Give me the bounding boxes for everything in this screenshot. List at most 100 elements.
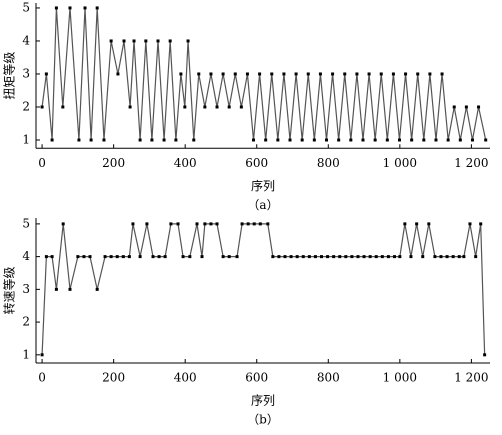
data-point bbox=[331, 72, 335, 76]
data-point bbox=[283, 255, 287, 259]
x-tick-label: 1 000 bbox=[383, 156, 417, 170]
data-point bbox=[380, 255, 384, 259]
data-point bbox=[282, 72, 286, 76]
data-point bbox=[102, 138, 106, 142]
data-point bbox=[44, 255, 48, 259]
data-point bbox=[410, 138, 414, 142]
data-point bbox=[415, 222, 419, 226]
data-point bbox=[295, 255, 299, 259]
data-point bbox=[203, 105, 207, 109]
data-point bbox=[258, 72, 262, 76]
data-point bbox=[350, 255, 354, 259]
data-point bbox=[227, 105, 231, 109]
x-tick-label: 1 000 bbox=[383, 371, 417, 385]
data-point bbox=[192, 138, 196, 142]
data-point bbox=[355, 72, 359, 76]
data-point bbox=[40, 353, 44, 357]
data-point bbox=[200, 255, 204, 259]
data-point bbox=[188, 255, 192, 259]
data-point bbox=[68, 287, 72, 291]
data-point bbox=[349, 138, 353, 142]
data-point bbox=[82, 255, 86, 259]
data-point bbox=[344, 255, 348, 259]
y-axis-label: 扭矩等级 bbox=[3, 52, 17, 100]
data-point bbox=[306, 72, 310, 76]
x-tick-label: 0 bbox=[38, 156, 46, 170]
data-point bbox=[484, 138, 488, 142]
data-point bbox=[61, 105, 65, 109]
data-point bbox=[392, 255, 396, 259]
data-point bbox=[209, 222, 213, 226]
data-point bbox=[227, 255, 231, 259]
data-point bbox=[427, 222, 431, 226]
x-tick-label: 1 200 bbox=[454, 156, 488, 170]
data-point bbox=[156, 39, 160, 43]
data-point bbox=[266, 222, 270, 226]
x-tick-label: 200 bbox=[102, 371, 125, 385]
data-point bbox=[385, 138, 389, 142]
data-point bbox=[271, 255, 275, 259]
data-point bbox=[197, 72, 201, 76]
data-point bbox=[289, 255, 293, 259]
data-point bbox=[464, 105, 468, 109]
data-point bbox=[312, 138, 316, 142]
y-tick-label: 3 bbox=[22, 282, 30, 296]
data-point bbox=[122, 39, 126, 43]
data-point bbox=[356, 255, 360, 259]
data-point bbox=[386, 255, 390, 259]
data-point bbox=[76, 255, 80, 259]
data-point bbox=[109, 39, 113, 43]
caption: （b） bbox=[247, 413, 279, 427]
data-point bbox=[162, 138, 166, 142]
data-point bbox=[246, 222, 250, 226]
data-point bbox=[131, 222, 135, 226]
data-point bbox=[422, 138, 426, 142]
y-tick-label: 1 bbox=[22, 132, 30, 146]
y-tick-label: 4 bbox=[22, 33, 30, 47]
data-point bbox=[258, 222, 262, 226]
data-point bbox=[374, 255, 378, 259]
data-point bbox=[276, 138, 280, 142]
y-tick-label: 3 bbox=[22, 66, 30, 80]
data-point bbox=[434, 138, 438, 142]
data-point bbox=[54, 6, 58, 10]
x-tick-label: 600 bbox=[245, 371, 268, 385]
data-point bbox=[50, 138, 54, 142]
data-point bbox=[362, 255, 366, 259]
x-tick-label: 0 bbox=[38, 371, 46, 385]
data-point bbox=[40, 105, 44, 109]
data-point bbox=[319, 255, 323, 259]
x-tick-label: 800 bbox=[317, 371, 340, 385]
data-point bbox=[391, 72, 395, 76]
data-point bbox=[245, 72, 249, 76]
data-point bbox=[403, 222, 407, 226]
data-point bbox=[264, 138, 268, 142]
data-point bbox=[209, 72, 213, 76]
data-point bbox=[252, 138, 256, 142]
data-point bbox=[483, 353, 487, 357]
data-point bbox=[307, 255, 311, 259]
data-point bbox=[163, 255, 167, 259]
data-point bbox=[409, 255, 413, 259]
data-point bbox=[115, 255, 119, 259]
data-point bbox=[195, 222, 199, 226]
data-point bbox=[470, 138, 474, 142]
data-point bbox=[252, 222, 256, 226]
data-point bbox=[462, 255, 466, 259]
data-point bbox=[183, 105, 187, 109]
data-point bbox=[433, 255, 437, 259]
data-point bbox=[239, 105, 243, 109]
data-point bbox=[457, 255, 461, 259]
data-point bbox=[132, 39, 136, 43]
data-point bbox=[270, 72, 274, 76]
data-point bbox=[103, 255, 107, 259]
data-point bbox=[397, 138, 401, 142]
data-point bbox=[181, 255, 185, 259]
data-point bbox=[338, 255, 342, 259]
data-point bbox=[479, 222, 483, 226]
data-point bbox=[138, 138, 142, 142]
data-point bbox=[138, 255, 142, 259]
data-point bbox=[428, 72, 432, 76]
data-point bbox=[451, 255, 455, 259]
